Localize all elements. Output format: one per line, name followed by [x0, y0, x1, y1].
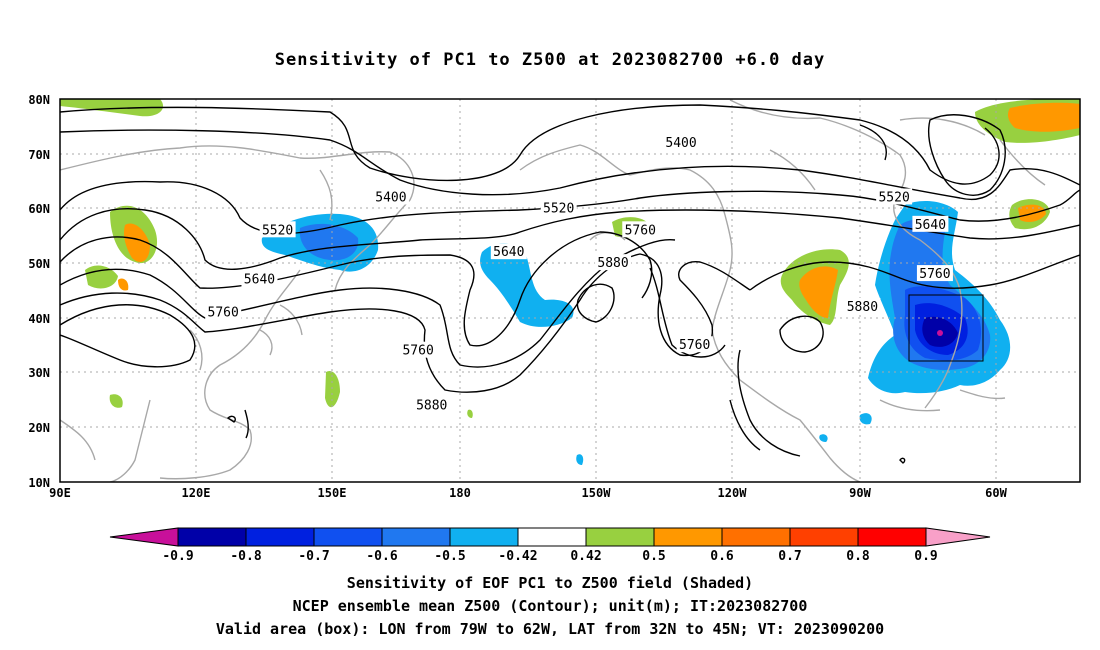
contour-label-bg [676, 336, 713, 353]
contour-label-bg [663, 133, 700, 150]
sensitivity-map: 5400 5400 5520 5520 5520 5640 5640 5640 5760 5760… [28, 93, 1081, 500]
colorbar-cell [585, 527, 655, 547]
colorbar-tick-label: -0.42 [498, 549, 537, 564]
colorbar-tick-label: -0.6 [366, 549, 397, 564]
colorbar-cell [449, 527, 519, 547]
colorbar-tick-label: -0.5 [434, 549, 465, 564]
footer-line-3: Valid area (box): LON from 79W to 62W, L… [215, 620, 885, 638]
contour-label: 5520 [878, 190, 909, 205]
contour-label: 5520 [262, 223, 293, 238]
colorbar-cell [653, 527, 723, 547]
colorbar-tick-label: 0.8 [846, 549, 870, 564]
contour-label-bg [844, 297, 881, 314]
lat-label: 60N [28, 202, 50, 216]
colorbar-tick-label: -0.8 [230, 549, 261, 564]
lat-label: 80N [28, 93, 50, 107]
contour-label: 5880 [597, 256, 628, 271]
contour-label-bg [259, 221, 296, 238]
contour-label-layer: 5400 5400 5520 5520 5520 5640 5640 5640 5760 5760… [205, 133, 953, 413]
colorbar-cells [109, 527, 991, 547]
colorbar-labels: -0.9 -0.8 -0.7 -0.6 -0.5 -0.42 0.42 0.5 0.6 0.7 0.… [162, 549, 937, 564]
contour-label-bg [372, 188, 409, 205]
lat-label: 20N [28, 421, 50, 435]
colorbar-tick-label: 0.6 [710, 549, 734, 564]
colorbar-cell [721, 527, 791, 547]
contour-label-bg [540, 199, 577, 216]
lat-label: 50N [28, 257, 50, 271]
contour-label: 5400 [375, 190, 406, 205]
lon-label: 90W [849, 486, 871, 500]
lat-label: 70N [28, 148, 50, 162]
contour-label: 5760 [625, 223, 656, 238]
latitude-labels: 80N 70N 60N 50N 40N 30N 20N 10N [28, 93, 50, 490]
colorbar-tick-label: -0.7 [298, 549, 329, 564]
lon-label: 180 [449, 486, 471, 500]
contour-label-bg [876, 188, 913, 205]
contour-label-bg [241, 270, 278, 287]
contour-label-bg [912, 215, 949, 232]
contour-label: 5640 [915, 218, 946, 233]
colorbar-tick-label: 0.42 [570, 549, 601, 564]
lat-label: 10N [28, 476, 50, 490]
contour-label-bg [595, 254, 632, 271]
colorbar-cell [857, 527, 927, 547]
colorbar-tick-label: 0.9 [914, 549, 937, 564]
colorbar-cell [789, 527, 859, 547]
colorbar-tick-label: 0.7 [778, 549, 801, 564]
colorbar-high-tip [925, 527, 991, 547]
contour-label-bg [490, 243, 527, 260]
colorbar-cell [381, 527, 451, 547]
z500-contours [60, 104, 1080, 464]
lon-label: 150W [582, 486, 612, 500]
lon-label: 90E [49, 486, 71, 500]
colorbar-low-tip [109, 527, 179, 547]
contour-label: 5760 [679, 338, 710, 353]
contour-label-bg [413, 396, 450, 413]
lat-label: 40N [28, 312, 50, 326]
lat-lon-grid [60, 99, 1080, 482]
contour-label: 5640 [493, 245, 524, 260]
colorbar: -0.9 -0.8 -0.7 -0.6 -0.5 -0.42 0.42 0.5 0.6 0.7 0.… [109, 527, 991, 564]
contour-label: 5520 [543, 201, 574, 216]
colorbar-cell [313, 527, 383, 547]
contour-label: 5880 [847, 300, 878, 315]
lon-label: 60W [985, 486, 1007, 500]
lon-label: 150E [318, 486, 347, 500]
longitude-labels: 90E 120E 150E 180 150W 120W 90W 60W [49, 486, 1007, 500]
contour-label: 5760 [402, 344, 433, 359]
contour-label: 5400 [665, 136, 696, 151]
colorbar-cell [517, 527, 587, 547]
contour-label-bg [622, 221, 659, 238]
footer-line-1: Sensitivity of EOF PC1 to Z500 field (Sh… [346, 574, 754, 592]
colorbar-cell [245, 527, 315, 547]
colorbar-tick-label: 0.5 [642, 549, 665, 564]
lat-label: 30N [28, 366, 50, 380]
lon-label: 120W [718, 486, 748, 500]
contour-label-bg [916, 265, 953, 282]
footer-line-2: NCEP ensemble mean Z500 (Contour); unit(… [292, 597, 808, 615]
map-title: Sensitivity of PC1 to Z500 at 2023082700… [274, 50, 826, 70]
contour-label-bg [205, 303, 242, 320]
colorbar-cell [177, 527, 247, 547]
colorbar-tick-label: -0.9 [162, 549, 193, 564]
contour-label: 5880 [416, 398, 447, 413]
valid-area-box [908, 294, 984, 362]
contour-label: 5640 [244, 273, 275, 288]
lon-label: 120E [182, 486, 211, 500]
plot-frame [59, 98, 1081, 483]
contour-label: 5760 [919, 267, 950, 282]
contour-label: 5760 [208, 305, 239, 320]
contour-label-bg [400, 341, 437, 358]
